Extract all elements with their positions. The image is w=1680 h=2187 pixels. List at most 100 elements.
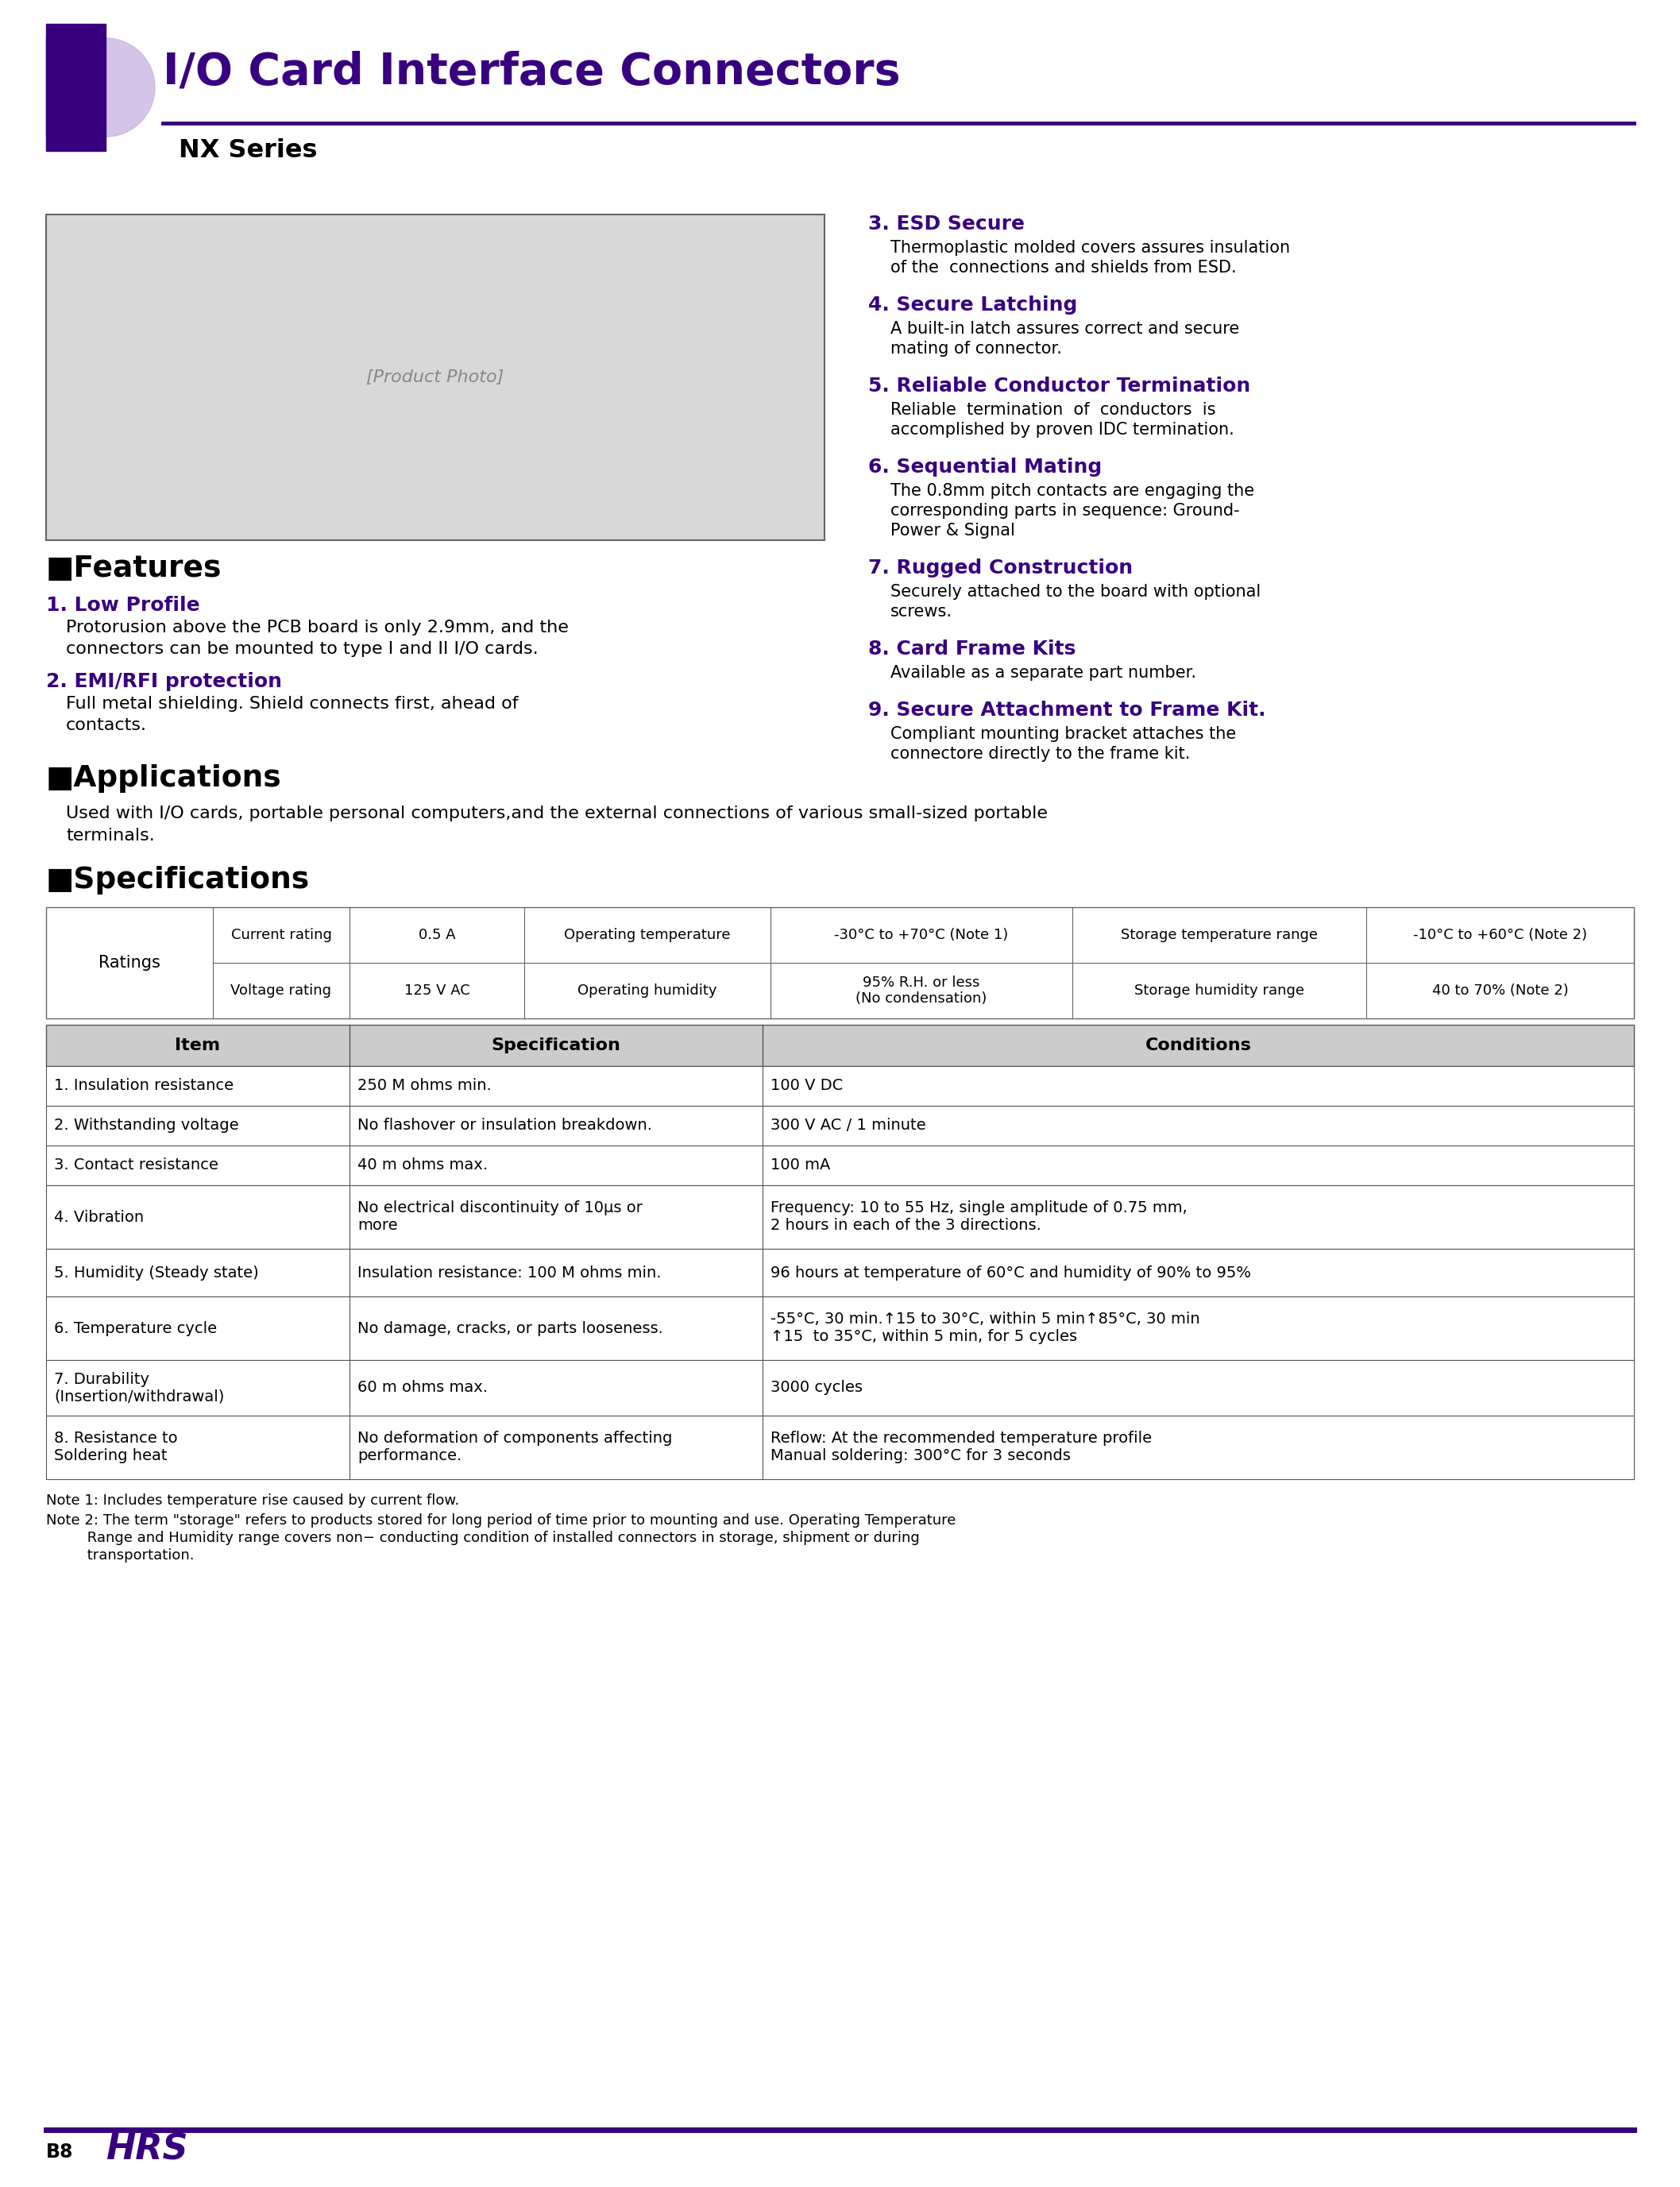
Text: 6. Sequential Mating: 6. Sequential Mating bbox=[869, 457, 1102, 477]
Text: [Product Photo]: [Product Photo] bbox=[366, 370, 504, 385]
Text: more: more bbox=[358, 1218, 398, 1233]
Text: 96 hours at temperature of 60°C and humidity of 90% to 95%: 96 hours at temperature of 60°C and humi… bbox=[771, 1264, 1252, 1279]
Text: terminals.: terminals. bbox=[66, 827, 155, 844]
Text: accomplished by proven IDC termination.: accomplished by proven IDC termination. bbox=[890, 422, 1235, 437]
Text: 2. EMI/RFI protection: 2. EMI/RFI protection bbox=[45, 671, 282, 691]
Text: 60 m ohms max.: 60 m ohms max. bbox=[358, 1380, 487, 1395]
Text: 4. Secure Latching: 4. Secure Latching bbox=[869, 295, 1077, 315]
Text: 2. Withstanding voltage: 2. Withstanding voltage bbox=[54, 1118, 239, 1133]
Text: 40 m ohms max.: 40 m ohms max. bbox=[358, 1157, 487, 1172]
Text: Operating temperature: Operating temperature bbox=[564, 927, 731, 943]
Text: NX Series: NX Series bbox=[178, 138, 318, 164]
Text: 125 V AC: 125 V AC bbox=[403, 984, 470, 997]
Text: 40 to 70% (Note 2): 40 to 70% (Note 2) bbox=[1431, 984, 1569, 997]
Text: A built-in latch assures correct and secure: A built-in latch assures correct and sec… bbox=[890, 321, 1240, 337]
Bar bbox=[45, 1065, 1635, 1107]
Text: (No condensation): (No condensation) bbox=[855, 991, 988, 1006]
Text: -30°C to +70°C (Note 1): -30°C to +70°C (Note 1) bbox=[835, 927, 1008, 943]
Text: 2 hours in each of the 3 directions.: 2 hours in each of the 3 directions. bbox=[771, 1218, 1042, 1233]
Bar bbox=[45, 908, 1635, 1019]
Text: Power & Signal: Power & Signal bbox=[890, 523, 1015, 538]
Text: Reliable  termination  of  conductors  is: Reliable termination of conductors is bbox=[890, 402, 1216, 418]
Text: 300 V AC / 1 minute: 300 V AC / 1 minute bbox=[771, 1118, 926, 1133]
Bar bbox=[45, 1415, 1635, 1478]
Bar bbox=[45, 1360, 1635, 1415]
Text: Used with I/O cards, portable personal computers,and the external connections of: Used with I/O cards, portable personal c… bbox=[66, 805, 1048, 822]
Text: 1. Insulation resistance: 1. Insulation resistance bbox=[54, 1078, 234, 1094]
Text: Reflow: At the recommended temperature profile: Reflow: At the recommended temperature p… bbox=[771, 1430, 1152, 1446]
Text: Storage temperature range: Storage temperature range bbox=[1121, 927, 1317, 943]
Text: connectore directly to the frame kit.: connectore directly to the frame kit. bbox=[890, 746, 1189, 761]
Text: ■Features: ■Features bbox=[45, 555, 222, 584]
Text: Range and Humidity range covers non− conducting condition of installed connector: Range and Humidity range covers non− con… bbox=[45, 1531, 919, 1546]
Bar bbox=[45, 214, 825, 540]
Text: No deformation of components affecting: No deformation of components affecting bbox=[358, 1430, 672, 1446]
Text: contacts.: contacts. bbox=[66, 717, 146, 733]
Bar bbox=[45, 1026, 1635, 1065]
Text: mating of connector.: mating of connector. bbox=[890, 341, 1062, 356]
Text: No electrical discontinuity of 10μs or: No electrical discontinuity of 10μs or bbox=[358, 1201, 642, 1216]
Bar bbox=[45, 1146, 1635, 1185]
Text: 3. ESD Secure: 3. ESD Secure bbox=[869, 214, 1025, 234]
Text: connectors can be mounted to type I and II I/O cards.: connectors can be mounted to type I and … bbox=[66, 641, 538, 656]
Text: Frequency: 10 to 55 Hz, single amplitude of 0.75 mm,: Frequency: 10 to 55 Hz, single amplitude… bbox=[771, 1201, 1188, 1216]
Bar bbox=[45, 1249, 1635, 1297]
Text: screws.: screws. bbox=[890, 604, 953, 619]
Bar bbox=[45, 1107, 1635, 1146]
Text: 0.5 A: 0.5 A bbox=[418, 927, 455, 943]
Text: B8: B8 bbox=[45, 2143, 74, 2161]
Text: transportation.: transportation. bbox=[45, 1548, 195, 1562]
Text: 250 M ohms min.: 250 M ohms min. bbox=[358, 1078, 492, 1094]
Text: No flashover or insulation breakdown.: No flashover or insulation breakdown. bbox=[358, 1118, 652, 1133]
Text: I/O Card Interface Connectors: I/O Card Interface Connectors bbox=[163, 50, 900, 94]
Text: 8. Card Frame Kits: 8. Card Frame Kits bbox=[869, 639, 1075, 658]
Text: Note 2: The term "storage" refers to products stored for long period of time pri: Note 2: The term "storage" refers to pro… bbox=[45, 1513, 956, 1529]
Text: Compliant mounting bracket attaches the: Compliant mounting bracket attaches the bbox=[890, 726, 1236, 741]
Text: ■Applications: ■Applications bbox=[45, 763, 282, 794]
Text: of the  connections and shields from ESD.: of the connections and shields from ESD. bbox=[890, 260, 1236, 276]
Text: 3000 cycles: 3000 cycles bbox=[771, 1380, 862, 1395]
Text: 7. Durability: 7. Durability bbox=[54, 1371, 150, 1387]
Text: Current rating: Current rating bbox=[230, 927, 331, 943]
Bar bbox=[45, 1297, 1635, 1360]
Text: 1. Low Profile: 1. Low Profile bbox=[45, 595, 200, 615]
Text: 7. Rugged Construction: 7. Rugged Construction bbox=[869, 558, 1132, 577]
Text: Securely attached to the board with optional: Securely attached to the board with opti… bbox=[890, 584, 1260, 599]
Polygon shape bbox=[45, 37, 155, 136]
Text: (Insertion/withdrawal): (Insertion/withdrawal) bbox=[54, 1389, 225, 1404]
Text: 9. Secure Attachment to Frame Kit.: 9. Secure Attachment to Frame Kit. bbox=[869, 700, 1265, 720]
Text: Insulation resistance: 100 M ohms min.: Insulation resistance: 100 M ohms min. bbox=[358, 1264, 662, 1279]
Text: 5. Humidity (Steady state): 5. Humidity (Steady state) bbox=[54, 1264, 259, 1279]
Text: 4. Vibration: 4. Vibration bbox=[54, 1209, 144, 1225]
Text: HRS: HRS bbox=[106, 2132, 188, 2167]
Text: 95% R.H. or less: 95% R.H. or less bbox=[864, 975, 979, 991]
Text: The 0.8mm pitch contacts are engaging the: The 0.8mm pitch contacts are engaging th… bbox=[890, 483, 1255, 499]
Text: 5. Reliable Conductor Termination: 5. Reliable Conductor Termination bbox=[869, 376, 1250, 396]
Text: Ratings: Ratings bbox=[99, 956, 160, 971]
Text: ↑15  to 35°C, within 5 min, for 5 cycles: ↑15 to 35°C, within 5 min, for 5 cycles bbox=[771, 1330, 1077, 1345]
Text: Specification: Specification bbox=[491, 1037, 620, 1054]
Text: Note 1: Includes temperature rise caused by current flow.: Note 1: Includes temperature rise caused… bbox=[45, 1494, 459, 1507]
Text: Item: Item bbox=[175, 1037, 220, 1054]
Text: 6. Temperature cycle: 6. Temperature cycle bbox=[54, 1321, 217, 1336]
Bar bbox=[45, 24, 106, 151]
Text: 100 mA: 100 mA bbox=[771, 1157, 830, 1172]
Bar bbox=[45, 1185, 1635, 1249]
Text: Soldering heat: Soldering heat bbox=[54, 1448, 168, 1463]
Text: Manual soldering: 300°C for 3 seconds: Manual soldering: 300°C for 3 seconds bbox=[771, 1448, 1070, 1463]
Text: No damage, cracks, or parts looseness.: No damage, cracks, or parts looseness. bbox=[358, 1321, 664, 1336]
Text: Conditions: Conditions bbox=[1146, 1037, 1252, 1054]
Text: Storage humidity range: Storage humidity range bbox=[1134, 984, 1304, 997]
Text: ■Specifications: ■Specifications bbox=[45, 866, 309, 894]
Text: Full metal shielding. Shield connects first, ahead of: Full metal shielding. Shield connects fi… bbox=[66, 695, 519, 711]
Text: Voltage rating: Voltage rating bbox=[230, 984, 331, 997]
Text: Protorusion above the PCB board is only 2.9mm, and the: Protorusion above the PCB board is only … bbox=[66, 619, 568, 636]
Text: Thermoplastic molded covers assures insulation: Thermoplastic molded covers assures insu… bbox=[890, 241, 1290, 256]
Text: Operating humidity: Operating humidity bbox=[578, 984, 717, 997]
Text: 3. Contact resistance: 3. Contact resistance bbox=[54, 1157, 218, 1172]
Text: 8. Resistance to: 8. Resistance to bbox=[54, 1430, 178, 1446]
Text: 100 V DC: 100 V DC bbox=[771, 1078, 843, 1094]
Text: -10°C to +60°C (Note 2): -10°C to +60°C (Note 2) bbox=[1413, 927, 1588, 943]
Text: -55°C, 30 min.↑15 to 30°C, within 5 min↑85°C, 30 min: -55°C, 30 min.↑15 to 30°C, within 5 min↑… bbox=[771, 1312, 1200, 1328]
Text: corresponding parts in sequence: Ground-: corresponding parts in sequence: Ground- bbox=[890, 503, 1240, 518]
